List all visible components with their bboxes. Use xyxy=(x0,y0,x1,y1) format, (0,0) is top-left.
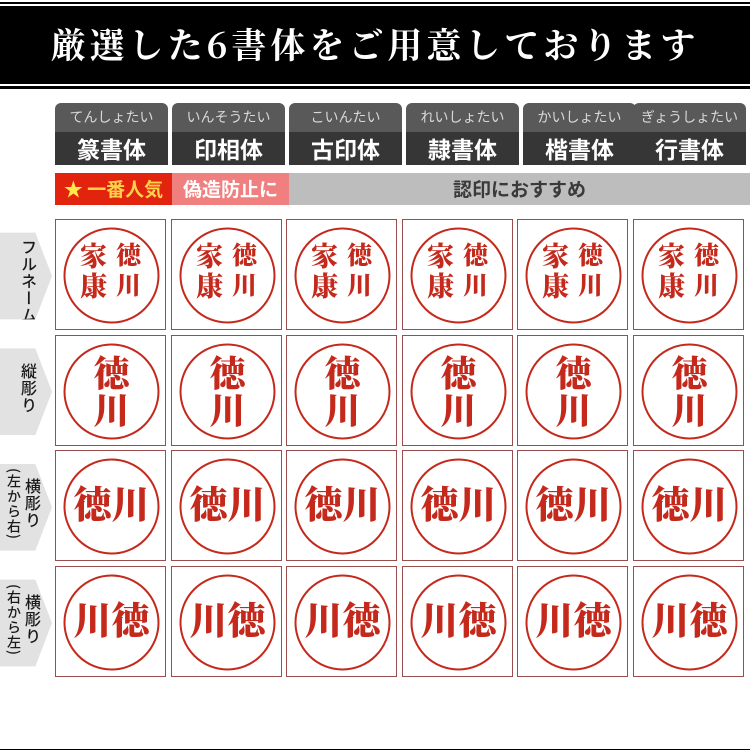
svg-text:徳川: 徳川 xyxy=(73,474,149,529)
svg-text:徳川: 徳川 xyxy=(189,474,265,529)
svg-text:康: 康 xyxy=(542,265,569,304)
svg-text:川徳: 川徳 xyxy=(304,590,384,645)
svg-text:川: 川 xyxy=(116,266,141,302)
svg-text:川: 川 xyxy=(440,383,476,434)
svg-text:川: 川 xyxy=(671,383,707,434)
svg-text:徳川: 徳川 xyxy=(651,474,727,529)
svg-text:川徳: 川徳 xyxy=(73,590,153,645)
svg-text:川: 川 xyxy=(209,383,245,434)
svg-text:康: 康 xyxy=(196,265,223,304)
svg-text:川徳: 川徳 xyxy=(189,590,269,645)
svg-text:川: 川 xyxy=(231,266,256,302)
svg-text:川徳: 川徳 xyxy=(535,590,615,645)
svg-text:川徳: 川徳 xyxy=(651,590,731,645)
svg-text:康: 康 xyxy=(311,265,338,304)
svg-text:徳川: 徳川 xyxy=(420,474,496,529)
svg-text:川: 川 xyxy=(324,383,360,434)
svg-text:康: 康 xyxy=(658,265,685,304)
svg-text:川: 川 xyxy=(93,383,129,434)
svg-text:川: 川 xyxy=(578,266,603,302)
svg-text:康: 康 xyxy=(427,265,454,304)
svg-text:川: 川 xyxy=(462,266,487,302)
svg-text:川徳: 川徳 xyxy=(420,590,500,645)
svg-text:川: 川 xyxy=(347,266,372,302)
svg-text:徳川: 徳川 xyxy=(535,474,611,529)
svg-text:川: 川 xyxy=(555,383,591,434)
svg-text:川: 川 xyxy=(693,266,718,302)
svg-text:徳川: 徳川 xyxy=(304,474,380,529)
svg-text:康: 康 xyxy=(80,265,107,304)
